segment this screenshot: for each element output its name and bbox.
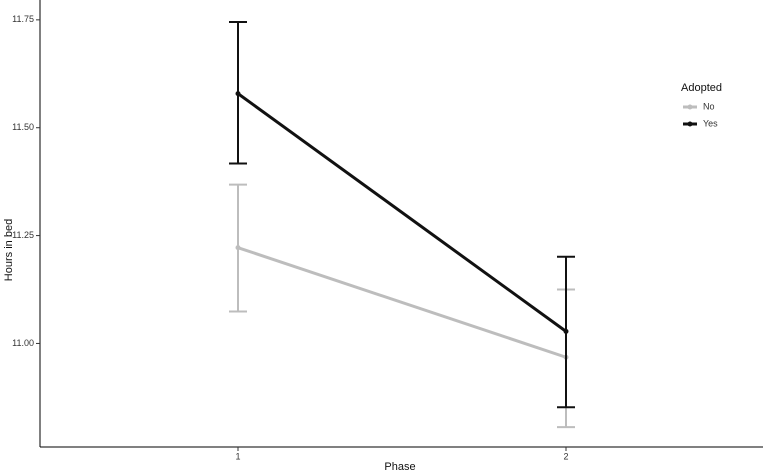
x-axis-label: Phase (384, 461, 415, 473)
y-axis-label: Hours in bed (3, 219, 15, 281)
series-line (237, 92, 567, 333)
legend-title: Adopted (681, 82, 722, 94)
x-tick-label: 2 (563, 451, 568, 461)
y-tick-label: 11.00 (12, 338, 34, 348)
x-tick-label: 1 (235, 451, 240, 461)
series-line (237, 246, 567, 359)
legend-label: Yes (703, 118, 718, 128)
legend-key-point (687, 121, 693, 127)
point (563, 328, 569, 334)
legend-label: No (703, 101, 715, 111)
y-tick-label: 11.75 (12, 14, 34, 24)
y-tick-label: 11.50 (12, 122, 34, 132)
point (235, 245, 241, 251)
y-tick-label: 11.25 (12, 230, 34, 240)
legend-key-point (687, 104, 693, 110)
point (235, 91, 241, 97)
